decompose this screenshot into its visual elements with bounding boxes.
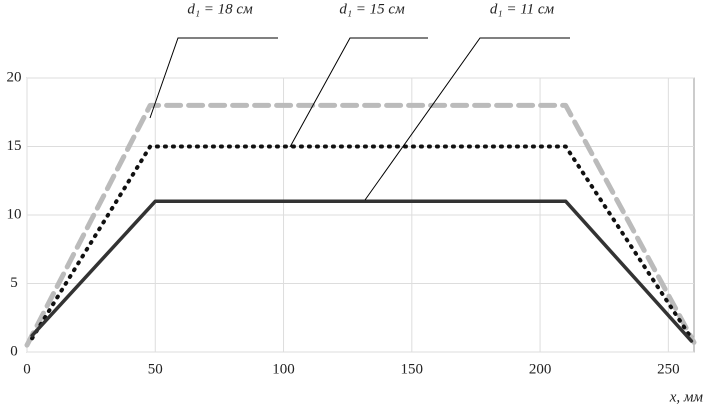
series-label: d₁ = 15 см [339, 1, 405, 17]
line-series [24, 102, 697, 348]
line-series [30, 144, 694, 341]
y-tick-label: 0 [10, 343, 18, 359]
y-tick-label: 15 [7, 138, 22, 154]
x-axis-label: x, мм [669, 389, 704, 405]
y-tick-label: 20 [7, 69, 22, 85]
y-tick-label: 10 [7, 206, 22, 222]
x-tick-label: 200 [529, 361, 552, 377]
leader-line [364, 37, 570, 201]
x-tick-label: 0 [23, 361, 31, 377]
x-tick-label: 150 [401, 361, 424, 377]
leader-line [289, 37, 428, 148]
x-tick-label: 100 [272, 361, 295, 377]
x-tick-label: 250 [657, 361, 680, 377]
leader-line [149, 37, 278, 119]
series-label: d₁ = 18 см [187, 1, 253, 17]
y-tick-label: 5 [10, 275, 18, 291]
series-label: d₁ = 11 см [490, 1, 555, 17]
x-tick-label: 50 [148, 361, 163, 377]
line-series [30, 199, 694, 343]
